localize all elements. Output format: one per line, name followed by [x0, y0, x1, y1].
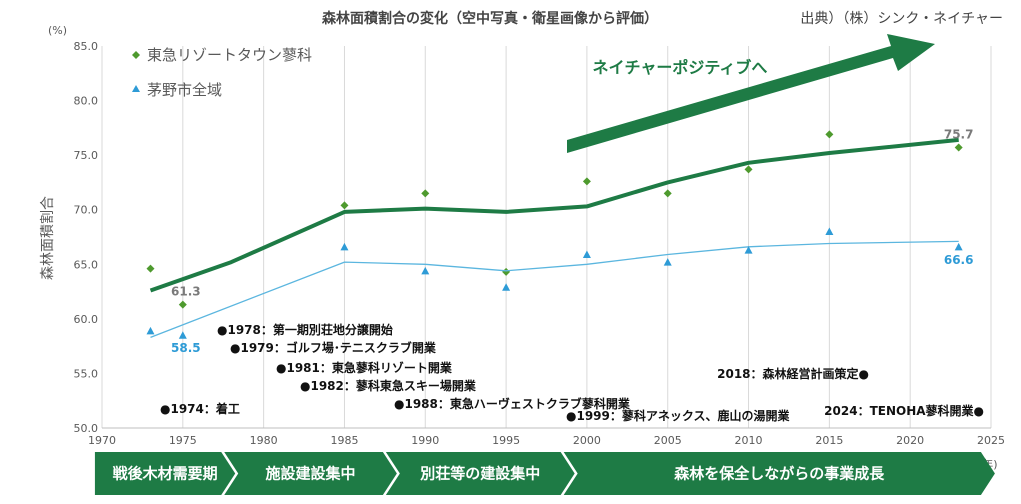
x-tick-label: 2015 [815, 434, 843, 447]
value-label: 58.5 [171, 341, 201, 355]
y-axis-label: 森林面積割合 [39, 196, 56, 280]
event-2018: 2018：森林経営計画策定● [717, 366, 869, 381]
y-ticks: 50.0 55.0 60.0 65.0 70.0 75.0 80.0 85.0 [74, 40, 99, 435]
chart-source: 出典）（株）シンク・ネイチャー [800, 11, 1003, 27]
x-tick-label: 2010 [735, 434, 763, 447]
y-tick-label: 50.0 [74, 422, 99, 435]
phase-label: 森林を保全しながらの事業成長 [674, 465, 885, 483]
chart-title: 森林面積割合の変化（空中写真・衛星画像から評価） [322, 10, 658, 27]
x-tick-label: 1975 [169, 434, 197, 447]
y-tick-label: 60.0 [74, 313, 99, 326]
x-tick-label: 1990 [411, 434, 439, 447]
x-ticks: 1970 1975 1980 1985 1990 1995 2000 2005 2010 2015… [88, 434, 1005, 447]
phase-arrow [224, 452, 397, 495]
data-point-resort [663, 189, 672, 198]
event-1978: ●1978：第一期別荘地分譲開始 [217, 322, 393, 337]
value-labels: 61.3 58.5 75.7 66.6 [171, 128, 973, 356]
phase-arrow [94, 452, 236, 495]
data-point-chino [421, 266, 430, 275]
event-1982: ●1982：蓼科東急スキー場開業 [300, 378, 477, 393]
data-point-chino [340, 242, 349, 251]
y-tick-label: 75.0 [74, 149, 99, 162]
x-tick-label: 2005 [654, 434, 682, 447]
phase-label: 施設建設集中 [266, 465, 356, 483]
phase-label: 別荘等の建設集中 [419, 465, 540, 483]
data-point-chino [582, 250, 591, 258]
series-group [146, 130, 963, 339]
data-point-chino [663, 258, 672, 266]
phase-band: 戦後木材需要期 施設建設集中 別荘等の建設集中 森林を保全しながらの事業成長 [94, 452, 995, 495]
data-point-resort [744, 165, 753, 174]
phase-arrow [563, 452, 995, 495]
phase-arrow [385, 452, 575, 495]
legend-marker-triangle [132, 85, 140, 92]
x-tick-label: 2025 [977, 434, 1005, 447]
data-point-resort [582, 177, 591, 186]
x-tick-label: 1980 [250, 434, 278, 447]
data-point-resort [146, 264, 155, 273]
x-tick-label: 1995 [492, 434, 520, 447]
value-label: 61.3 [171, 285, 201, 299]
x-tick-label: 1970 [88, 434, 116, 447]
data-point-chino [954, 242, 963, 251]
value-label: 75.7 [944, 128, 974, 142]
data-point-resort [825, 130, 834, 139]
data-point-chino [178, 331, 187, 339]
y-tick-label: 70.0 [74, 204, 99, 217]
y-tick-label: 65.0 [74, 258, 99, 271]
y-tick-label: 85.0 [74, 40, 99, 53]
data-point-resort [502, 267, 511, 276]
data-point-resort [954, 143, 963, 152]
legend: 東急リゾートタウン蓼科 茅野市全域 [132, 46, 312, 99]
legend-label-resort: 東急リゾートタウン蓼科 [147, 46, 312, 64]
data-point-chino [146, 326, 155, 335]
nature-positive-arrow [567, 34, 935, 153]
data-point-chino [502, 283, 511, 291]
x-tick-label: 1985 [330, 434, 358, 447]
legend-label-chino: 茅野市全域 [147, 81, 222, 99]
trend-line-resort [149, 137, 959, 293]
arrow-label: ネイチャーポジティブへ [593, 58, 768, 77]
event-2024: 2024：TENOHA蓼科開業● [824, 403, 984, 418]
grid-lines [101, 46, 992, 429]
event-1988: ●1988：東急ハーヴェストクラブ蓼科開業 [394, 396, 631, 411]
value-label: 66.6 [944, 253, 974, 267]
data-point-chino [825, 227, 834, 236]
data-point-resort [178, 300, 187, 309]
y-tick-label: 55.0 [74, 367, 99, 380]
x-tick-label: 2000 [573, 434, 601, 447]
trend-line-chino [150, 240, 959, 339]
y-tick-label: 80.0 [74, 95, 99, 108]
event-1979: ●1979：ゴルフ場･テニスクラブ開業 [230, 340, 437, 355]
legend-marker-diamond [132, 51, 140, 59]
event-1974: ●1974：着工 [160, 401, 240, 416]
x-tick-label: 2020 [896, 434, 924, 447]
event-annotations: ●1978：第一期別荘地分譲開始 ●1979：ゴルフ場･テニスクラブ開業 ●19… [160, 322, 984, 423]
event-1981: ●1981：東急蓼科リゾート開業 [276, 360, 453, 375]
event-1999: ●1999：蓼科アネックス、鹿山の湯開業 [566, 408, 791, 423]
data-point-resort [421, 189, 430, 198]
y-unit-label: (%) [48, 24, 67, 37]
phase-label: 戦後木材需要期 [113, 465, 218, 483]
data-point-resort [340, 201, 349, 210]
data-point-chino [744, 246, 753, 254]
